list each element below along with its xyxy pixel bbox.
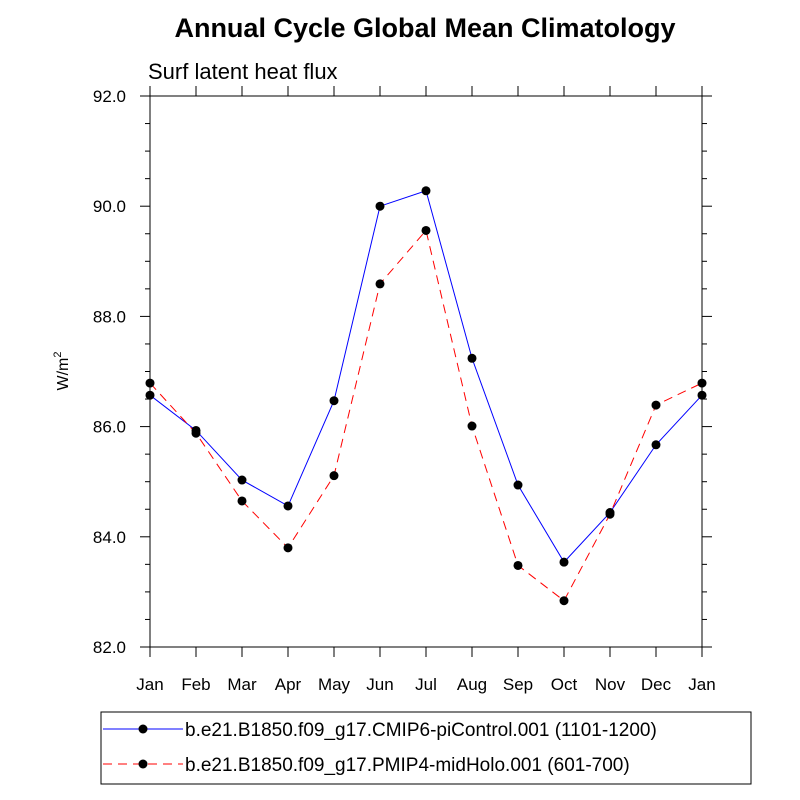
x-tick-label: Sep <box>503 675 533 694</box>
x-tick-label: Aug <box>457 675 487 694</box>
series-line-2 <box>149 229 703 602</box>
data-point-series-1 <box>329 396 339 406</box>
data-point-series-1 <box>467 353 477 363</box>
data-point-series-1 <box>513 480 523 490</box>
data-point-series-2 <box>467 421 477 431</box>
y-tick-label: 86.0 <box>93 418 126 437</box>
x-tick-label: Jun <box>366 675 393 694</box>
y-tick-label: 82.0 <box>93 638 126 657</box>
data-point-series-2 <box>651 400 661 410</box>
data-point-series-2 <box>283 543 293 553</box>
data-point-series-1 <box>375 201 385 211</box>
legend-box <box>100 711 752 785</box>
x-tick-label: Mar <box>227 675 257 694</box>
data-point-series-2 <box>375 279 385 289</box>
axis-ticks <box>140 86 712 657</box>
x-tick-label: Apr <box>275 675 302 694</box>
data-point-series-1 <box>283 501 293 511</box>
legend-marker-series-2 <box>138 759 148 769</box>
legend-label-series-2: b.e21.B1850.f09_g17.PMIP4-midHolo.001 (6… <box>185 755 630 776</box>
y-tick-label: 88.0 <box>93 307 126 326</box>
x-tick-label: Jul <box>415 675 437 694</box>
series-line-1 <box>149 190 703 563</box>
y-axis-label-text: W/m <box>55 358 72 391</box>
chart-title: Annual Cycle Global Mean Climatology <box>174 13 675 43</box>
data-point-series-2 <box>421 225 431 235</box>
data-point-series-1 <box>237 475 247 485</box>
legend: b.e21.B1850.f09_g17.CMIP6-piControl.001 … <box>100 711 752 785</box>
x-tick-label: Jan <box>136 675 163 694</box>
plot-frame <box>149 95 703 648</box>
data-point-series-1 <box>559 557 569 567</box>
chart-subtitle: Surf latent heat flux <box>148 59 338 84</box>
y-axis-label: W/m2 <box>52 352 72 391</box>
data-point-series-2 <box>191 428 201 438</box>
x-tick-label: Feb <box>181 675 210 694</box>
y-tick-label: 84.0 <box>93 528 126 547</box>
legend-label-series-1: b.e21.B1850.f09_g17.CMIP6-piControl.001 … <box>185 720 657 741</box>
data-point-series-1 <box>651 440 661 450</box>
data-point-series-2 <box>329 471 339 481</box>
series-layer <box>145 186 707 606</box>
y-axis-label-superscript: 2 <box>52 352 64 358</box>
data-point-series-2 <box>237 496 247 506</box>
x-tick-label: Oct <box>551 675 578 694</box>
y-tick-label: 90.0 <box>93 197 126 216</box>
data-point-series-2 <box>559 596 569 606</box>
legend-marker-series-1 <box>138 724 148 734</box>
data-point-series-1 <box>421 186 431 196</box>
x-tick-label: Dec <box>641 675 672 694</box>
x-tick-label: Nov <box>595 675 626 694</box>
x-tick-label: May <box>318 675 351 694</box>
tick-labels: 82.0 84.0 86.0 88.0 90.0 92.0 Jan Feb Mar Apr May J… <box>93 87 716 694</box>
data-point-series-2 <box>605 509 615 519</box>
y-tick-label: 92.0 <box>93 87 126 106</box>
x-tick-label: Jan <box>688 675 715 694</box>
data-point-series-2 <box>513 560 523 570</box>
